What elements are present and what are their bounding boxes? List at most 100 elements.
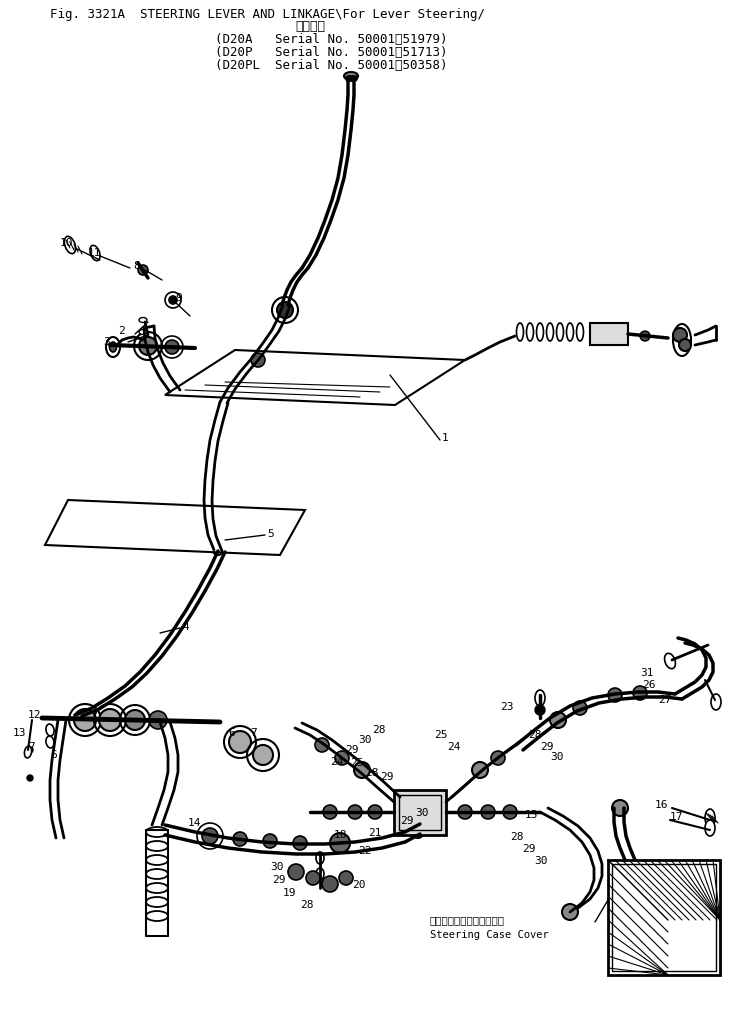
- Circle shape: [673, 328, 687, 342]
- Text: 6: 6: [228, 728, 235, 738]
- Text: 11: 11: [88, 248, 101, 258]
- Text: 31: 31: [640, 668, 653, 678]
- Text: 24: 24: [330, 757, 343, 767]
- Circle shape: [640, 331, 650, 341]
- Text: 21: 21: [368, 828, 381, 838]
- Text: (D20P   Serial No. 50001～51713): (D20P Serial No. 50001～51713): [215, 46, 448, 59]
- Ellipse shape: [106, 337, 120, 357]
- Circle shape: [330, 833, 350, 853]
- Circle shape: [412, 822, 424, 834]
- Text: 17: 17: [670, 812, 684, 822]
- Ellipse shape: [705, 809, 715, 827]
- Circle shape: [323, 805, 337, 819]
- Text: 1: 1: [442, 433, 449, 443]
- Text: 10: 10: [60, 238, 74, 248]
- Text: 9: 9: [175, 293, 182, 303]
- Text: 29: 29: [400, 816, 413, 826]
- Text: 19: 19: [283, 888, 297, 898]
- Text: 適用号機: 適用号機: [295, 20, 325, 33]
- Circle shape: [633, 686, 647, 700]
- Circle shape: [550, 712, 566, 728]
- Ellipse shape: [566, 323, 574, 341]
- Ellipse shape: [547, 323, 553, 341]
- Text: 6: 6: [50, 750, 57, 760]
- Text: 30: 30: [415, 808, 429, 819]
- Text: (D20A   Serial No. 50001～51979): (D20A Serial No. 50001～51979): [215, 33, 448, 46]
- Text: 23: 23: [500, 702, 513, 712]
- Text: 29: 29: [272, 875, 286, 885]
- Circle shape: [535, 705, 545, 715]
- Circle shape: [491, 751, 505, 765]
- Circle shape: [315, 738, 329, 752]
- Bar: [612, 864, 716, 971]
- Text: 26: 26: [642, 680, 655, 690]
- Ellipse shape: [711, 694, 721, 710]
- Circle shape: [202, 828, 218, 844]
- Text: 28: 28: [365, 768, 378, 778]
- Ellipse shape: [146, 911, 168, 921]
- Circle shape: [253, 745, 273, 765]
- Text: 30: 30: [270, 862, 284, 872]
- Text: 15: 15: [525, 810, 539, 820]
- Text: 7: 7: [28, 742, 35, 752]
- Bar: [590, 323, 628, 345]
- Ellipse shape: [146, 841, 168, 851]
- Circle shape: [233, 832, 247, 846]
- Text: 27: 27: [658, 695, 671, 705]
- Text: 3: 3: [103, 337, 110, 347]
- Circle shape: [293, 836, 307, 850]
- Ellipse shape: [146, 827, 168, 837]
- Ellipse shape: [139, 329, 147, 334]
- Ellipse shape: [673, 324, 691, 356]
- Text: 25: 25: [434, 730, 448, 741]
- Circle shape: [125, 710, 145, 730]
- Circle shape: [368, 805, 382, 819]
- Circle shape: [99, 709, 121, 731]
- Circle shape: [149, 711, 167, 729]
- Circle shape: [458, 805, 472, 819]
- Circle shape: [139, 337, 157, 355]
- Ellipse shape: [146, 869, 168, 879]
- Circle shape: [348, 805, 362, 819]
- Text: (D20PL  Serial No. 50001～50358): (D20PL Serial No. 50001～50358): [215, 59, 448, 72]
- Ellipse shape: [577, 323, 583, 341]
- Circle shape: [263, 834, 277, 848]
- Text: 24: 24: [447, 742, 461, 752]
- Ellipse shape: [705, 820, 715, 836]
- Text: 29: 29: [522, 844, 536, 854]
- Circle shape: [229, 731, 251, 753]
- Circle shape: [562, 904, 578, 920]
- Ellipse shape: [316, 852, 324, 864]
- Ellipse shape: [64, 236, 76, 253]
- Circle shape: [251, 353, 265, 367]
- Circle shape: [169, 296, 177, 304]
- Text: 12: 12: [28, 710, 42, 720]
- Text: 22: 22: [358, 846, 372, 856]
- Circle shape: [472, 762, 488, 778]
- Circle shape: [138, 265, 148, 275]
- Text: 29: 29: [380, 772, 394, 782]
- Ellipse shape: [537, 323, 544, 341]
- Text: 8: 8: [133, 261, 140, 271]
- Ellipse shape: [665, 653, 676, 669]
- Ellipse shape: [90, 245, 100, 260]
- Circle shape: [608, 688, 622, 702]
- Circle shape: [481, 805, 495, 819]
- Circle shape: [288, 864, 304, 880]
- Ellipse shape: [46, 736, 54, 748]
- Text: 18: 18: [334, 830, 348, 840]
- Ellipse shape: [211, 535, 225, 555]
- Text: 5: 5: [267, 529, 274, 539]
- Ellipse shape: [139, 317, 147, 322]
- Ellipse shape: [535, 690, 545, 706]
- Ellipse shape: [109, 342, 117, 352]
- Circle shape: [339, 871, 353, 885]
- Ellipse shape: [146, 855, 168, 865]
- Circle shape: [74, 709, 96, 731]
- Ellipse shape: [46, 724, 54, 736]
- Ellipse shape: [344, 72, 358, 80]
- Text: 2: 2: [118, 326, 125, 336]
- Circle shape: [354, 762, 370, 778]
- Text: 14: 14: [188, 819, 201, 828]
- Circle shape: [503, 805, 517, 819]
